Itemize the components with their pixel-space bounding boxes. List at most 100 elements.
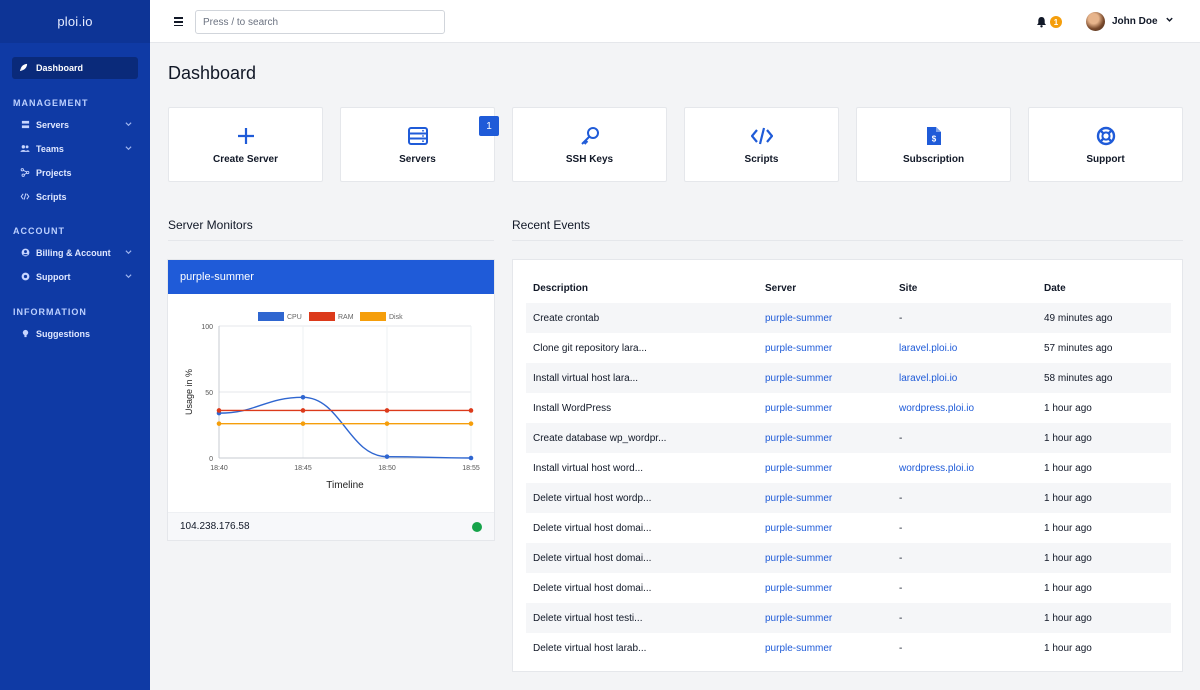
event-date: 1 hour ago xyxy=(1044,642,1092,654)
event-server-link[interactable]: purple-summer xyxy=(765,462,833,474)
status-dot xyxy=(472,522,482,532)
data-point-ram xyxy=(384,408,390,413)
brand-logo[interactable]: ploi.io xyxy=(0,0,150,43)
card-count-badge: 1 xyxy=(479,116,499,136)
sidebar-item-scripts[interactable]: Scripts xyxy=(20,189,132,205)
data-point-disk xyxy=(216,421,222,426)
sidebar-item-label: Scripts xyxy=(36,192,67,202)
event-server-link[interactable]: purple-summer xyxy=(765,402,833,414)
svg-text:$: $ xyxy=(931,135,936,144)
lifebuoy-icon xyxy=(1095,125,1117,147)
event-server-link[interactable]: purple-summer xyxy=(765,522,833,534)
plus-icon xyxy=(235,125,257,147)
data-point-cpu xyxy=(300,394,306,400)
card-label: SSH Keys xyxy=(565,154,614,165)
event-site-link[interactable]: wordpress.ploi.io xyxy=(899,462,975,474)
user-name[interactable]: John Doe xyxy=(1112,16,1158,27)
table-row: Delete virtual host domai... purple-summe… xyxy=(526,543,1171,573)
event-description: Delete virtual host domai... xyxy=(533,582,652,594)
data-point-cpu xyxy=(468,455,474,461)
notification-badge[interactable]: 1 xyxy=(1050,16,1062,28)
legend-swatch xyxy=(360,312,386,321)
event-date: 1 hour ago xyxy=(1044,432,1092,444)
event-server-link[interactable]: purple-summer xyxy=(765,342,833,354)
event-description: Install virtual host word... xyxy=(533,462,644,474)
chevron-down-icon[interactable] xyxy=(125,121,132,129)
sidebar-item-suggestions[interactable]: Suggestions xyxy=(20,326,132,342)
table-row: Delete virtual host wordp... purple-summe… xyxy=(526,483,1171,513)
divider xyxy=(168,240,494,241)
event-server-link[interactable]: purple-summer xyxy=(765,492,833,504)
search-input[interactable] xyxy=(195,10,445,34)
avatar[interactable] xyxy=(1086,12,1105,31)
event-description: Create database wp_wordpr... xyxy=(533,432,667,444)
event-server-link[interactable]: purple-summer xyxy=(765,312,833,324)
chevron-down-icon[interactable] xyxy=(125,273,132,281)
y-axis-label: Usage in % xyxy=(184,369,194,415)
event-description: Delete virtual host larab... xyxy=(533,642,647,654)
card-support[interactable]: Support xyxy=(1028,107,1183,182)
card-label: Servers xyxy=(399,154,436,165)
sidebar-item-label: Dashboard xyxy=(36,63,84,73)
card-servers[interactable]: Servers 1 xyxy=(340,107,499,182)
events-table: Description Server Site Date Create crontab… xyxy=(526,273,1171,663)
sidebar-item-label: Support xyxy=(36,272,71,282)
chevron-down-icon[interactable] xyxy=(125,249,132,257)
sidebar-item-label: Servers xyxy=(36,120,70,130)
card-label: Support xyxy=(1086,154,1125,165)
event-server-link[interactable]: purple-summer xyxy=(765,372,833,384)
legend-swatch xyxy=(258,312,284,321)
monitor-server-name[interactable]: purple-summer xyxy=(168,260,494,294)
code-icon xyxy=(20,192,30,203)
event-server-link[interactable]: purple-summer xyxy=(765,552,833,564)
code-icon xyxy=(750,125,773,147)
chevron-down-icon[interactable] xyxy=(1165,15,1174,26)
card-scripts[interactable]: Scripts xyxy=(684,107,839,182)
project-icon xyxy=(20,167,30,179)
bell-icon[interactable] xyxy=(1036,16,1047,31)
menu-toggle-icon[interactable] xyxy=(174,15,183,27)
monitor-footer: 104.238.176.58 xyxy=(168,512,494,540)
event-server-link[interactable]: purple-summer xyxy=(765,612,833,624)
sidebar-item-support[interactable]: Support xyxy=(20,269,132,285)
sidebar-item-label: Billing & Account xyxy=(36,248,111,258)
server-monitor-card: purple-summer 0 50 100 18:40 18:45 18:50 18:55… xyxy=(167,259,495,541)
page-title: Dashboard xyxy=(168,63,257,83)
sidebar-item-projects[interactable]: Projects xyxy=(20,165,132,181)
data-point-ram xyxy=(300,408,306,413)
table-row: Create database wp_wordpr... purple-summe… xyxy=(526,423,1171,453)
x-tick-label: 18:50 xyxy=(378,465,396,472)
table-row: Delete virtual host larab... purple-summe… xyxy=(526,633,1171,663)
event-description: Delete virtual host domai... xyxy=(533,522,652,534)
event-server-link[interactable]: purple-summer xyxy=(765,432,833,444)
sidebar-item-servers[interactable]: Servers xyxy=(20,117,132,133)
event-date: 1 hour ago xyxy=(1044,522,1092,534)
card-create-server[interactable]: Create Server xyxy=(168,107,323,182)
event-date: 1 hour ago xyxy=(1044,612,1092,624)
table-header-row: Description Server Site Date xyxy=(526,273,1171,303)
divider xyxy=(512,240,1183,241)
sidebar-item-billing-account[interactable]: Billing & Account xyxy=(20,245,132,261)
event-site-link[interactable]: laravel.ploi.io xyxy=(899,372,958,384)
sidebar-item-label: Projects xyxy=(36,168,72,178)
event-site-link: - xyxy=(899,642,903,654)
event-server-link[interactable]: purple-summer xyxy=(765,642,833,654)
key-icon xyxy=(579,125,601,147)
sidebar-item-teams[interactable]: Teams xyxy=(20,141,132,157)
event-description: Delete virtual host testi... xyxy=(533,612,643,624)
event-server-link[interactable]: purple-summer xyxy=(765,582,833,594)
card-ssh-keys[interactable]: SSH Keys xyxy=(512,107,667,182)
table-row: Install virtual host lara... purple-summe… xyxy=(526,363,1171,393)
event-site-link[interactable]: wordpress.ploi.io xyxy=(899,402,975,414)
sidebar-item-dashboard[interactable]: Dashboard xyxy=(12,57,138,79)
server-icon xyxy=(20,120,30,131)
event-site-link: - xyxy=(899,492,903,504)
chevron-down-icon[interactable] xyxy=(125,145,132,153)
event-site-link: - xyxy=(899,432,903,444)
x-axis-label: Timeline xyxy=(326,480,364,491)
topbar: 1 John Doe xyxy=(150,0,1200,43)
column-header: Server xyxy=(765,282,797,294)
recent-events-panel: Description Server Site Date Create crontab… xyxy=(512,259,1183,672)
event-site-link[interactable]: laravel.ploi.io xyxy=(899,342,958,354)
card-subscription[interactable]: $ Subscription xyxy=(856,107,1011,182)
